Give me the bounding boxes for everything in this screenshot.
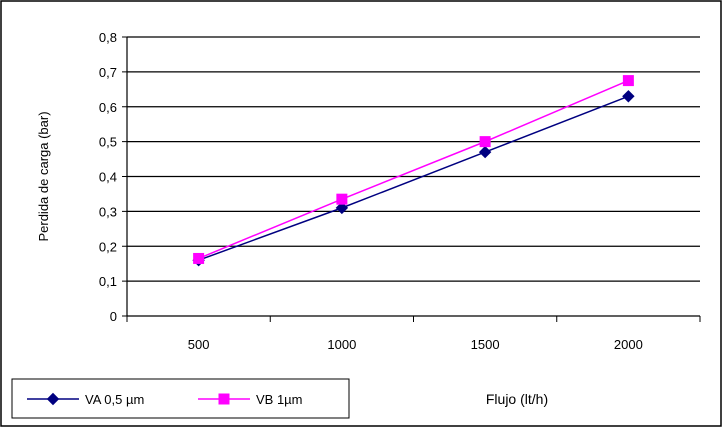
x-tick-label: 1500: [471, 337, 500, 352]
legend-marker: [46, 392, 60, 406]
y-tick-label: 0,2: [99, 239, 117, 254]
legend-item: VB 1µm: [198, 392, 303, 407]
x-tick-label: 2000: [614, 337, 643, 352]
y-tick-label: 0: [110, 309, 117, 324]
data-point: [336, 193, 348, 205]
legend-label: VA 0,5 µm: [85, 392, 144, 407]
legend-label: VB 1µm: [256, 392, 303, 407]
data-point: [478, 145, 492, 159]
gridlines: [127, 36, 700, 282]
x-axis-label: Flujo (lt/h): [486, 391, 548, 407]
y-tick-label: 0,6: [99, 100, 117, 115]
series-line: [198, 95, 629, 261]
series-layer: [192, 75, 635, 267]
data-point: [193, 252, 205, 264]
data-point: [622, 90, 635, 103]
y-axis-label: Perdida de carga (bar): [36, 111, 51, 241]
legend-marker: [218, 393, 230, 405]
series-line: [198, 79, 629, 260]
series-2: [193, 75, 634, 264]
axes: 0 0,1 0,2 0,3 0,4 0,5 0,6 0,7 0,8 500 1000 1500 2000: [99, 30, 701, 352]
y-tick-label: 0,8: [99, 30, 117, 45]
data-point: [335, 201, 349, 215]
data-point: [622, 75, 634, 87]
legend: VA 0,5 µm VB 1µm: [11, 378, 350, 419]
y-tick-label: 0,7: [99, 65, 117, 80]
y-tick-label: 0,5: [99, 135, 117, 150]
labels: Perdida de carga (bar) Flujo (lt/h): [36, 111, 548, 407]
y-tick-label: 0,1: [99, 274, 117, 289]
legend-item: VA 0,5 µm: [27, 392, 144, 407]
y-tick-label: 0,4: [99, 170, 117, 185]
x-tick-label: 500: [188, 337, 210, 352]
x-tick-label: 1000: [327, 337, 356, 352]
data-point: [479, 136, 491, 148]
y-tick-label: 0,3: [99, 204, 117, 219]
